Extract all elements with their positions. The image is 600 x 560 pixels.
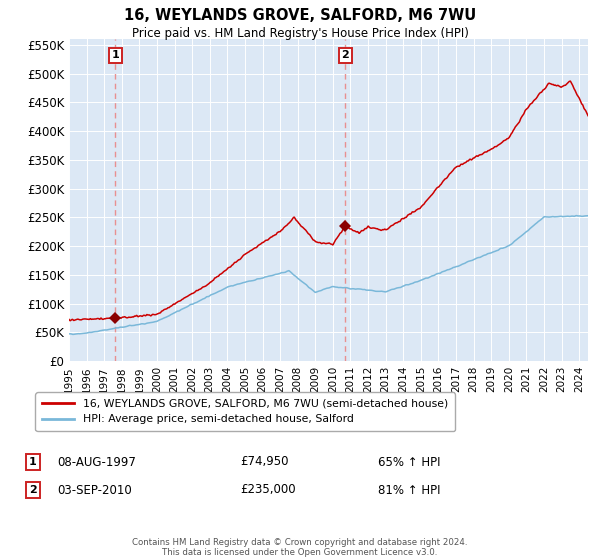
Text: £235,000: £235,000 bbox=[240, 483, 296, 497]
Text: 2: 2 bbox=[341, 50, 349, 60]
Text: 08-AUG-1997: 08-AUG-1997 bbox=[57, 455, 136, 469]
Text: Contains HM Land Registry data © Crown copyright and database right 2024.
This d: Contains HM Land Registry data © Crown c… bbox=[132, 538, 468, 557]
Text: 2: 2 bbox=[29, 485, 37, 495]
Text: Price paid vs. HM Land Registry's House Price Index (HPI): Price paid vs. HM Land Registry's House … bbox=[131, 27, 469, 40]
Text: 81% ↑ HPI: 81% ↑ HPI bbox=[378, 483, 440, 497]
Text: 1: 1 bbox=[29, 457, 37, 467]
Text: 03-SEP-2010: 03-SEP-2010 bbox=[57, 483, 132, 497]
Legend: 16, WEYLANDS GROVE, SALFORD, M6 7WU (semi-detached house), HPI: Average price, s: 16, WEYLANDS GROVE, SALFORD, M6 7WU (sem… bbox=[35, 393, 455, 431]
Text: 1: 1 bbox=[112, 50, 119, 60]
Text: 65% ↑ HPI: 65% ↑ HPI bbox=[378, 455, 440, 469]
Text: 16, WEYLANDS GROVE, SALFORD, M6 7WU: 16, WEYLANDS GROVE, SALFORD, M6 7WU bbox=[124, 8, 476, 24]
Text: £74,950: £74,950 bbox=[240, 455, 289, 469]
